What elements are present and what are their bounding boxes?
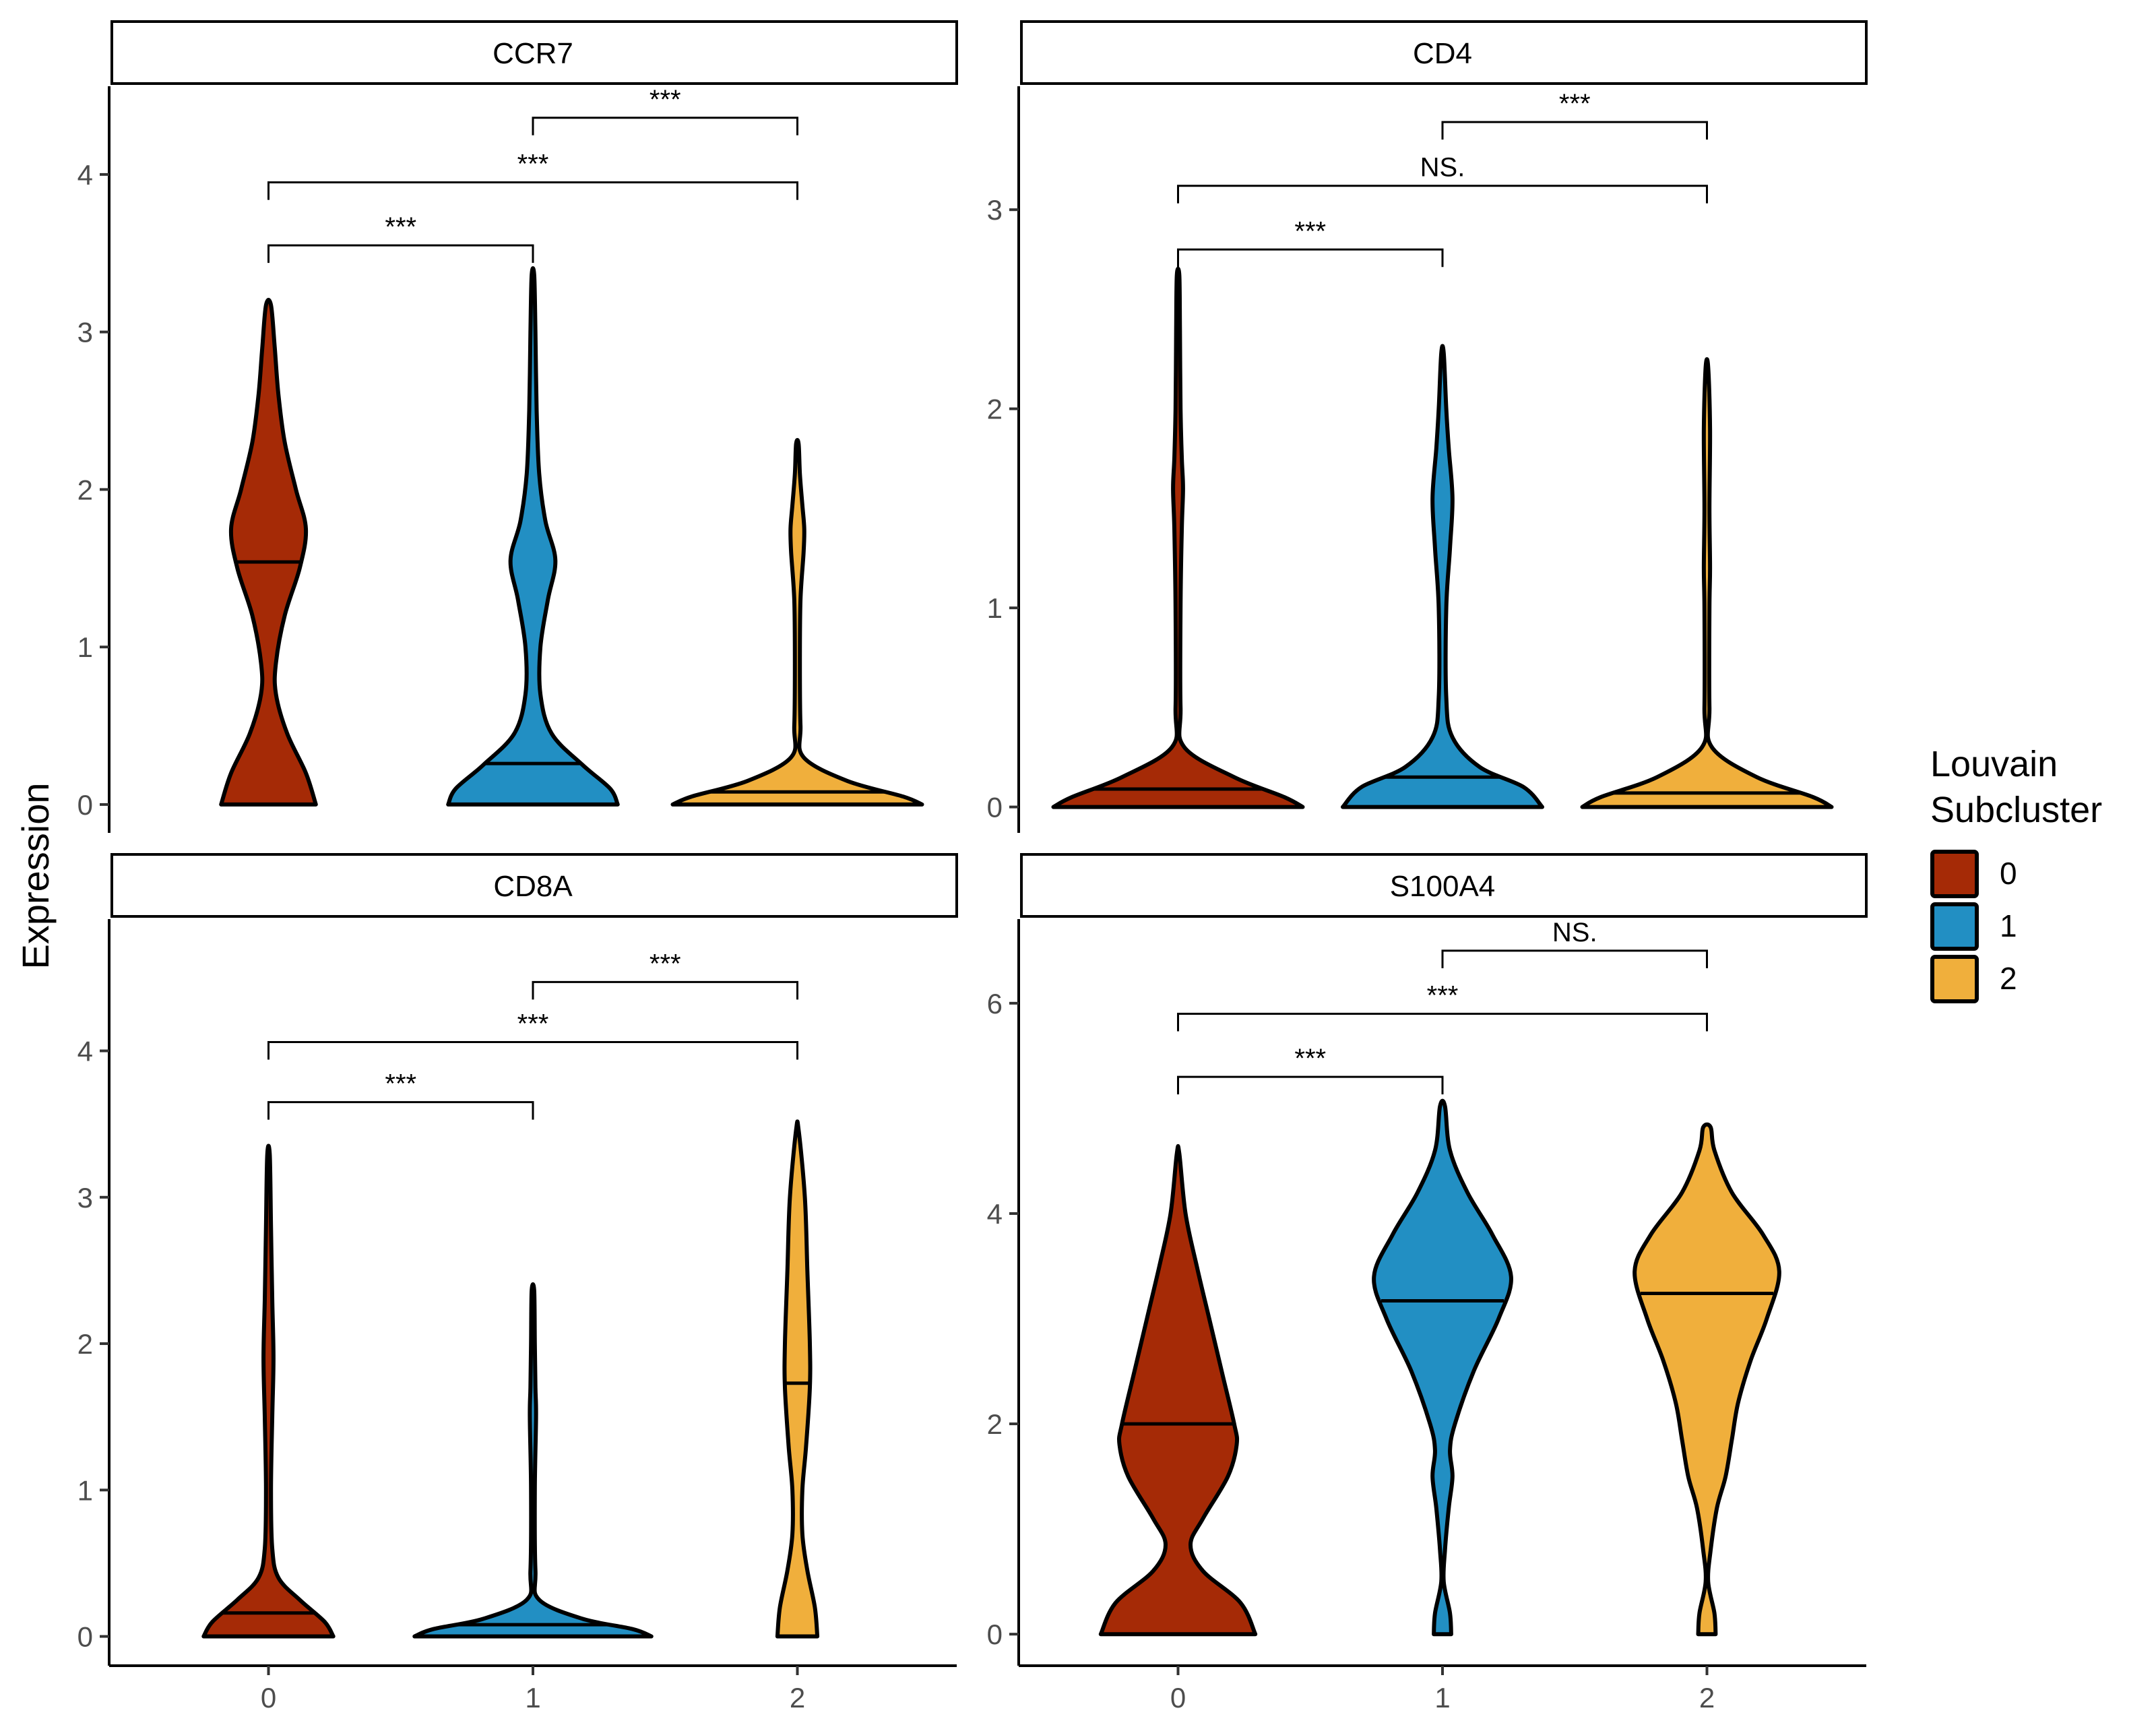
y-tick-label: 3 [987,194,1003,226]
x-tick-label: 2 [1699,1682,1715,1714]
facet-strip [1020,853,1868,918]
legend-keys: 0 1 2 [1930,850,2017,1003]
facet-panel-ccr7: CCR7 0 1 2 3 4 *** *** *** [77,20,958,833]
legend-swatch-0 [1930,850,1979,898]
y-tick-label: 2 [987,1408,1003,1440]
significance-label: *** [1294,216,1326,246]
significance-bracket [1441,121,1708,140]
facet-panel-cd4: CD4 0 1 2 3 *** NS. *** [987,20,1868,833]
y-tick-label: 2 [77,474,93,505]
facet-strip-label: CCR7 [493,37,573,70]
significance-bracket [1177,1012,1708,1032]
significance-bracket [1177,248,1444,268]
significance-label: *** [1294,1044,1326,1073]
violin-0 [1098,1143,1258,1637]
violin-0 [219,298,318,807]
facet-panels: CCR7 0 1 2 3 4 *** *** *** CD4 0 1 2 3 *** NS. *** CD8A 0 1… [77,20,1868,1714]
significance-bracket [532,117,798,135]
violin-2 [775,1119,820,1639]
facet-strip-label: CD8A [493,870,573,903]
y-tick-label: 4 [987,1198,1003,1230]
x-tick-label: 0 [261,1682,276,1714]
legend-swatch-1 [1930,902,1979,951]
violin-2 [1632,1122,1781,1637]
significance-bracket [1177,1075,1444,1095]
significance-bracket [1441,949,1708,968]
y-tick-label: 0 [77,1621,93,1653]
y-tick-label: 4 [77,1036,93,1067]
legend-swatch-2 [1930,955,1979,1003]
y-tick-label: 4 [77,159,93,191]
significance-label: NS. [1420,153,1465,183]
x-tick-label: 1 [1434,1682,1450,1714]
legend-label-0: 0 [2000,856,2017,891]
facet-strip [1020,20,1868,85]
legend: Louvain Subcluster 0 1 2 [1930,744,2102,1003]
y-tick-label: 0 [77,789,93,821]
facet-panel-s100a4: S100A4 0 2 4 6 0 1 2 *** *** NS. [987,853,1868,1714]
y-tick-label: 0 [987,792,1003,823]
y-tick-label: 6 [987,988,1003,1020]
significance-bracket [267,1101,534,1120]
x-tick-label: 0 [1170,1682,1186,1714]
legend-title-line1: Louvain [1930,744,2058,784]
significance-bracket [267,1040,798,1060]
y-tick-label: 1 [77,1474,93,1506]
violin-1 [1341,344,1544,809]
significance-label: *** [385,212,416,242]
significance-label: *** [649,949,681,978]
significance-label: *** [1427,980,1459,1010]
facet-strip-label: S100A4 [1390,870,1496,903]
y-tick-label: 2 [77,1328,93,1360]
significance-label: NS. [1552,918,1597,947]
legend-label-1: 1 [2000,908,2017,943]
significance-label: *** [649,85,681,115]
facet-panel-cd8a: CD8A 0 1 2 3 4 0 1 2 *** *** *** [77,853,958,1714]
significance-label: *** [517,150,549,179]
significance-label: *** [385,1069,416,1099]
y-tick-label: 3 [77,1182,93,1214]
violin-1 [446,266,620,807]
y-tick-label: 2 [987,394,1003,425]
facet-strip [110,853,958,918]
significance-bracket [1177,185,1708,203]
significance-bracket [532,980,798,1000]
y-tick-label: 1 [77,631,93,663]
violin-2 [670,438,924,807]
facet-strip [110,20,958,85]
violin-2 [1580,357,1834,809]
violin-0 [1051,266,1305,809]
y-tick-label: 0 [987,1619,1003,1650]
y-tick-label: 1 [987,592,1003,624]
facet-strip-label: CD4 [1413,37,1472,70]
violin-1 [412,1282,654,1639]
significance-label: *** [1559,89,1591,119]
significance-bracket [267,181,798,200]
y-axis-title: Expression [14,782,57,969]
legend-title-line2: Subcluster [1930,790,2102,830]
x-tick-label: 2 [790,1682,805,1714]
significance-bracket [267,244,534,263]
legend-label-2: 2 [2000,961,2017,996]
violin-0 [201,1143,336,1639]
violin-1 [1372,1098,1513,1637]
significance-label: *** [517,1009,549,1038]
x-tick-label: 1 [525,1682,540,1714]
y-tick-label: 3 [77,317,93,348]
